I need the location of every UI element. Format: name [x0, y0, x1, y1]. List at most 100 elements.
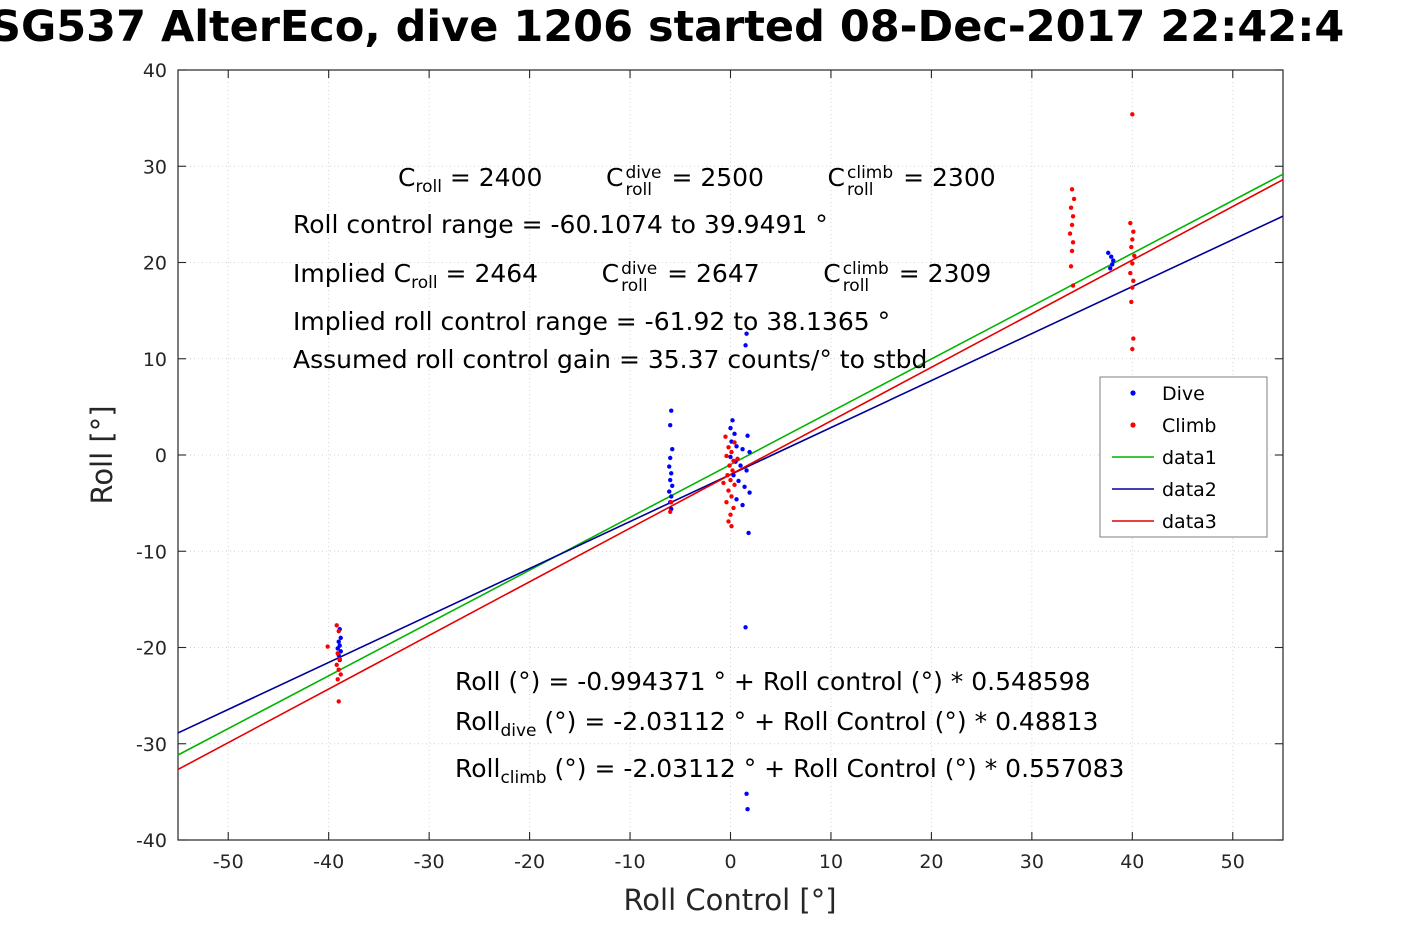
- climb-point: [1069, 222, 1075, 228]
- x-tick-label: 0: [724, 851, 736, 873]
- climb-point: [1128, 270, 1133, 276]
- x-tick-label: -20: [514, 851, 545, 873]
- climb-point: [731, 505, 736, 511]
- x-tick-label: 30: [1020, 851, 1044, 873]
- dive-point: [670, 483, 675, 488]
- climb-point: [1070, 283, 1076, 288]
- dive-point: [1110, 262, 1115, 267]
- series-dive: [335, 250, 1116, 812]
- dive-point: [745, 807, 750, 812]
- climb-point: [1128, 220, 1133, 226]
- dive-point: [744, 331, 749, 336]
- y-tick-label: 10: [143, 349, 167, 371]
- legend-label-data3: data3: [1162, 511, 1217, 533]
- dive-point: [738, 463, 743, 468]
- climb-point: [724, 453, 729, 459]
- dive-point: [670, 447, 675, 452]
- dive-point: [734, 444, 739, 449]
- climb-point: [1131, 278, 1136, 283]
- climb-point: [669, 499, 674, 505]
- dive-point: [1108, 266, 1113, 271]
- climb-point: [735, 456, 740, 462]
- dive-point: [736, 478, 741, 484]
- x-tick-label: 50: [1221, 851, 1245, 873]
- climb-point: [723, 434, 728, 439]
- x-tick-label: 40: [1120, 851, 1144, 873]
- dive-point: [338, 635, 343, 641]
- y-tick-label: 40: [143, 60, 167, 82]
- climb-point: [732, 440, 737, 445]
- climb-point: [335, 651, 340, 656]
- climb-point: [335, 677, 340, 682]
- fit-line-data3: [177, 178, 1284, 771]
- climb-point: [729, 524, 734, 529]
- climb-point: [338, 672, 343, 677]
- climb-point: [729, 449, 734, 455]
- climb-point: [730, 468, 735, 473]
- grid: [178, 70, 1283, 840]
- x-tick-label: -30: [414, 851, 445, 873]
- climb-point: [1132, 253, 1137, 258]
- dive-point: [728, 425, 733, 431]
- climb-point: [1131, 336, 1136, 341]
- y-tick-label: -30: [136, 734, 167, 756]
- dive-point: [744, 791, 749, 796]
- climb-point: [336, 667, 341, 672]
- x-tick-label: -40: [313, 851, 344, 873]
- dive-point: [667, 464, 672, 469]
- dive-point: [743, 343, 748, 348]
- series-climb: [325, 112, 1137, 704]
- legend: Dive Climb data1 data2 data3: [1099, 376, 1268, 538]
- climb-point: [1129, 244, 1134, 250]
- dive-point: [728, 454, 733, 460]
- dive-point: [669, 494, 674, 499]
- dive-point: [1106, 250, 1111, 256]
- dive-point: [667, 489, 672, 494]
- climb-point: [729, 494, 734, 499]
- x-tick-label: 10: [819, 851, 843, 873]
- climb-point: [721, 480, 726, 486]
- dive-point: [740, 502, 745, 508]
- dive-point: [734, 497, 739, 502]
- climb-point: [1131, 229, 1136, 234]
- climb-point: [1130, 346, 1135, 352]
- dive-point: [746, 530, 751, 536]
- y-tick-label: -40: [136, 830, 167, 852]
- climb-point: [334, 623, 339, 628]
- climb-point: [728, 512, 733, 517]
- dive-point: [747, 449, 752, 455]
- climb-point: [1069, 187, 1075, 192]
- climb-point: [1129, 299, 1134, 305]
- climb-point: [1069, 248, 1075, 254]
- y-tick-label: -20: [136, 638, 167, 660]
- chart-title: SG537 AlterEco, dive 1206 started 08-Dec…: [0, 2, 1345, 52]
- climb-point: [728, 477, 733, 483]
- climb-point: [1130, 112, 1135, 117]
- dive-point: [730, 418, 735, 423]
- dive-point: [668, 422, 673, 428]
- climb-point: [727, 463, 732, 468]
- climb-point: [1068, 205, 1074, 210]
- y-tick-label: 30: [143, 156, 167, 178]
- x-tick-label: -50: [213, 851, 244, 873]
- y-tick-label: 0: [155, 445, 167, 467]
- dive-point: [740, 447, 745, 452]
- climb-point: [336, 699, 341, 704]
- dive-point: [745, 433, 750, 438]
- dive-point: [731, 473, 736, 478]
- climb-point: [724, 499, 729, 505]
- dive-point: [732, 431, 737, 437]
- x-axis-label: Roll Control [°]: [623, 883, 836, 917]
- y-axis-label: Roll [°]: [85, 405, 119, 504]
- climb-point: [731, 458, 736, 463]
- dive-point: [743, 625, 748, 630]
- x-tick-label: -10: [615, 851, 646, 873]
- climb-point: [726, 519, 731, 524]
- climb-point: [1130, 261, 1135, 266]
- climb-point: [1068, 264, 1074, 269]
- climb-point: [1130, 285, 1135, 290]
- dive-point: [744, 468, 749, 473]
- climb-point: [337, 656, 342, 662]
- dive-point: [742, 484, 747, 489]
